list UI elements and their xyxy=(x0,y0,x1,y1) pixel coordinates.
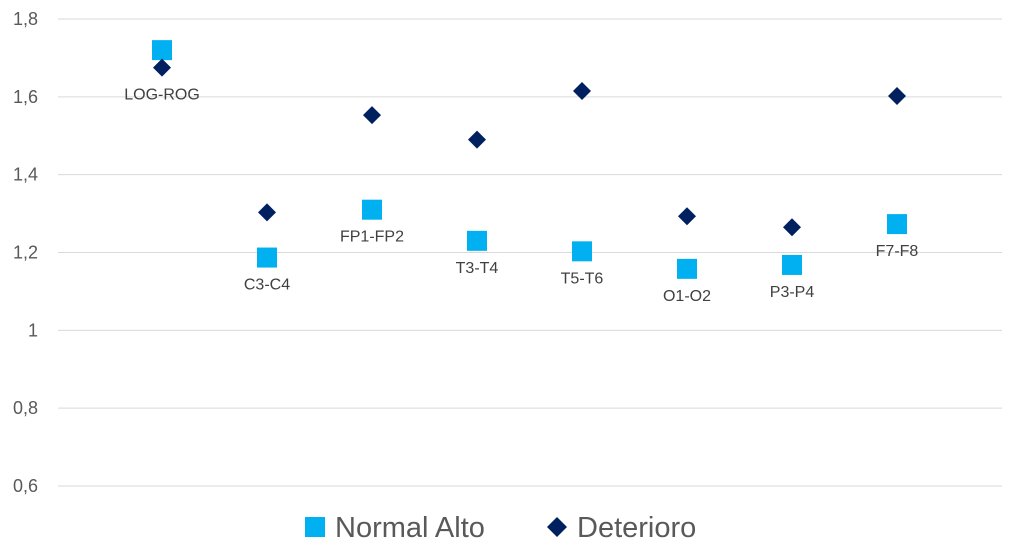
y-tick-label: 0,6 xyxy=(13,476,38,496)
deterioro-point xyxy=(888,87,906,106)
category-label: FP1-FP2 xyxy=(340,229,404,246)
normal-alto-point xyxy=(467,230,487,251)
y-tick-label: 1 xyxy=(28,320,38,340)
category-label: T3-T4 xyxy=(456,260,499,277)
y-axis-ticks: 0,6 0,8 1 1,2 1,4 1,6 1,8 xyxy=(13,9,38,496)
data-marks xyxy=(152,40,907,279)
category-label: T5-T6 xyxy=(561,270,604,287)
normal-alto-point xyxy=(887,214,907,235)
normal-alto-point xyxy=(572,241,592,262)
deterioro-point xyxy=(363,106,381,125)
normal-alto-point xyxy=(362,199,382,220)
y-tick-label: 0,8 xyxy=(13,398,38,418)
deterioro-point xyxy=(468,130,486,149)
normal-alto-point xyxy=(152,40,172,61)
gridlines xyxy=(58,18,1002,487)
category-label: O1-O2 xyxy=(663,288,711,305)
category-label: P3-P4 xyxy=(770,284,815,301)
legend-square-icon xyxy=(305,517,325,537)
y-tick-label: 1,6 xyxy=(13,87,38,107)
deterioro-point xyxy=(258,203,276,222)
legend-label-deterioro: Deterioro xyxy=(577,512,696,544)
category-label: F7-F8 xyxy=(876,243,919,260)
y-tick-label: 1,2 xyxy=(13,243,38,263)
y-tick-label: 1,8 xyxy=(13,9,38,29)
legend: Normal Alto Deterioro xyxy=(305,512,696,544)
normal-alto-point xyxy=(677,258,697,279)
legend-diamond-icon xyxy=(547,517,567,537)
legend-label-normal-alto: Normal Alto xyxy=(335,512,485,544)
normal-alto-point xyxy=(257,247,277,268)
deterioro-point xyxy=(573,81,591,100)
normal-alto-point xyxy=(782,254,802,275)
deterioro-point xyxy=(783,218,801,237)
category-label: C3-C4 xyxy=(244,277,290,294)
y-tick-label: 1,4 xyxy=(13,165,38,185)
deterioro-point xyxy=(153,58,171,77)
point-labels: LOG-ROG C3-C4 FP1-FP2 T3-T4 T5-T6 O1-O2 P3-P4 F… xyxy=(124,87,918,305)
deterioro-point xyxy=(678,207,696,226)
category-label: LOG-ROG xyxy=(124,87,200,104)
